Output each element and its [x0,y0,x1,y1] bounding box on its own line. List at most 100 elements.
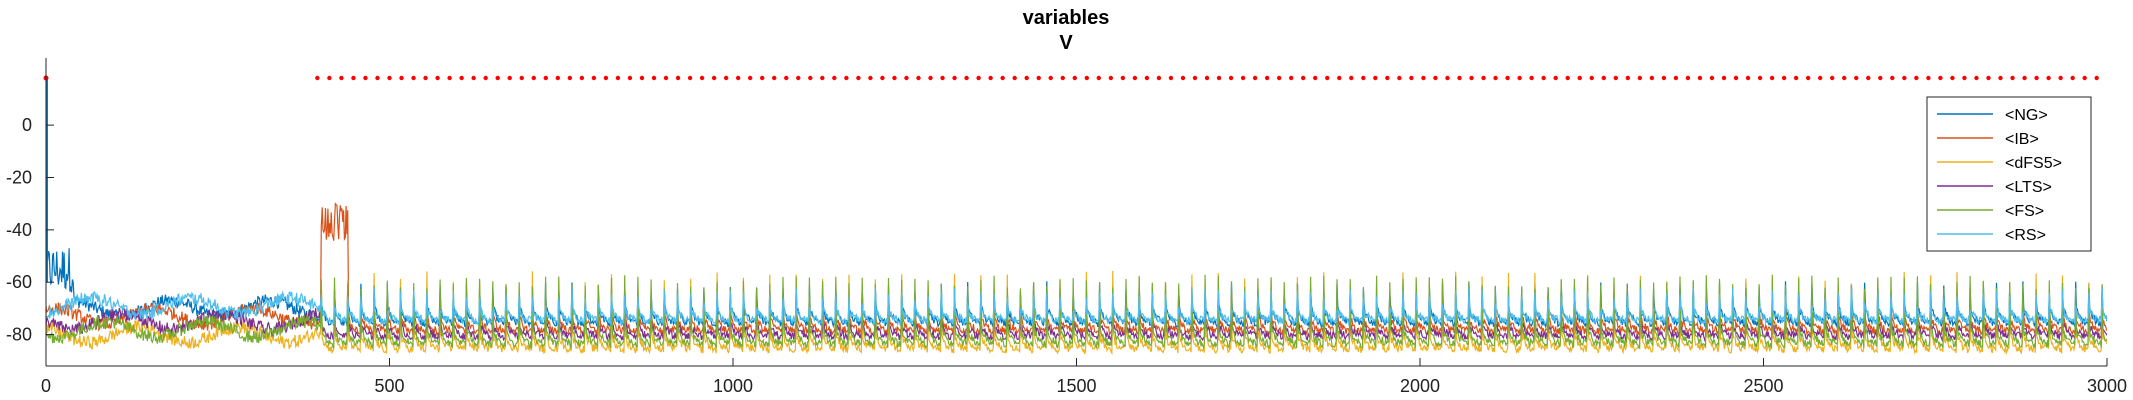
reference-dot [1974,75,1979,81]
reference-dot [2010,75,2015,81]
reference-dot [1120,75,1126,81]
reference-dot [784,75,789,81]
reference-dot [1577,75,1582,81]
reference-dot [327,75,332,81]
reference-dot [832,75,837,81]
reference-dot [1409,75,1414,81]
reference-dot [808,75,813,81]
reference-dot [1361,75,1366,81]
reference-dot [1950,75,1955,81]
reference-dot [315,75,320,81]
reference-dot [1385,75,1390,81]
reference-dot [1301,75,1306,81]
reference-dot [820,75,825,81]
reference-dot [988,75,993,81]
chart-title: variables [1023,7,1110,29]
reference-dot [531,75,536,81]
reference-dot [1264,75,1270,81]
reference-dot [1733,75,1739,81]
reference-dot [1433,75,1438,81]
reference-dotted-line [43,75,2099,81]
reference-dot [735,75,741,81]
reference-dot [2046,75,2051,81]
reference-dot [387,75,392,81]
reference-dot [411,75,416,81]
legend-label: <FS> [2005,203,2044,220]
reference-dot [699,75,705,81]
reference-dot [1709,75,1715,81]
reference-dot [2082,75,2087,81]
reference-dot [904,75,909,81]
reference-dot [1866,75,1871,81]
reference-dot [663,75,669,81]
legend-label: <dFS5> [2005,155,2062,172]
reference-dot [1998,75,2003,81]
reference-dot [1661,75,1667,81]
reference-dot [1168,75,1174,81]
reference-dot [796,75,801,81]
reference-dot [1890,75,1895,81]
reference-dot [1962,75,1967,81]
reference-dot [1132,75,1138,81]
reference-dot [1854,75,1859,81]
reference-dot [579,75,585,81]
reference-dot [1938,75,1943,81]
y-tick-label: -40 [6,220,32,240]
reference-dot [471,75,476,81]
reference-dot [1793,75,1799,81]
reference-dot [1805,75,1811,81]
reference-dot [1288,75,1294,81]
reference-dot [1529,75,1534,81]
reference-dot [759,75,765,81]
reference-dot [1252,75,1258,81]
y-tick-label: 0 [22,115,32,135]
reference-dot [1240,75,1246,81]
reference-dot [1072,75,1077,81]
reference-dot [1517,75,1522,81]
x-tick-label: 3000 [2087,376,2127,396]
x-tick-label: 0 [41,376,51,396]
reference-dot [1180,75,1186,81]
reference-dot [892,75,897,81]
reference-dot [844,75,849,81]
reference-dot [1313,75,1318,81]
reference-dot [1457,75,1462,81]
reference-dot [459,75,464,81]
y-tick-label: -20 [6,167,32,187]
reference-dot [952,75,957,81]
reference-dot [1204,75,1210,81]
reference-dot [1553,75,1558,81]
reference-dot [1842,75,1847,81]
reference-dot [603,75,609,81]
reference-dot [1012,75,1017,81]
reference-dot [1445,75,1450,81]
reference-dot [1325,75,1330,81]
reference-dot [1276,75,1282,81]
reference-dot [856,75,861,81]
reference-dot [772,75,777,81]
reference-dot [435,75,440,81]
reference-dot [591,75,597,81]
reference-dot [2070,75,2075,81]
reference-dot [1481,75,1486,81]
reference-dot [1373,75,1378,81]
reference-dot [2094,75,2099,81]
reference-dot [363,75,368,81]
reference-dot [639,75,645,81]
reference-dot [1685,75,1691,81]
reference-dot [976,75,981,81]
reference-dot [1902,75,1907,81]
reference-dot [1914,75,1919,81]
reference-dot [687,75,693,81]
legend-box [1926,96,2092,252]
reference-dot [1060,75,1065,81]
series-lines [46,78,2107,356]
series-line [46,287,2107,327]
reference-dot [1878,75,1883,81]
reference-dot [1000,75,1005,81]
reference-dot [1024,75,1029,81]
reference-dot [1096,75,1102,81]
reference-dot [339,75,344,81]
reference-dot [1721,75,1727,81]
reference-dot [868,75,873,81]
